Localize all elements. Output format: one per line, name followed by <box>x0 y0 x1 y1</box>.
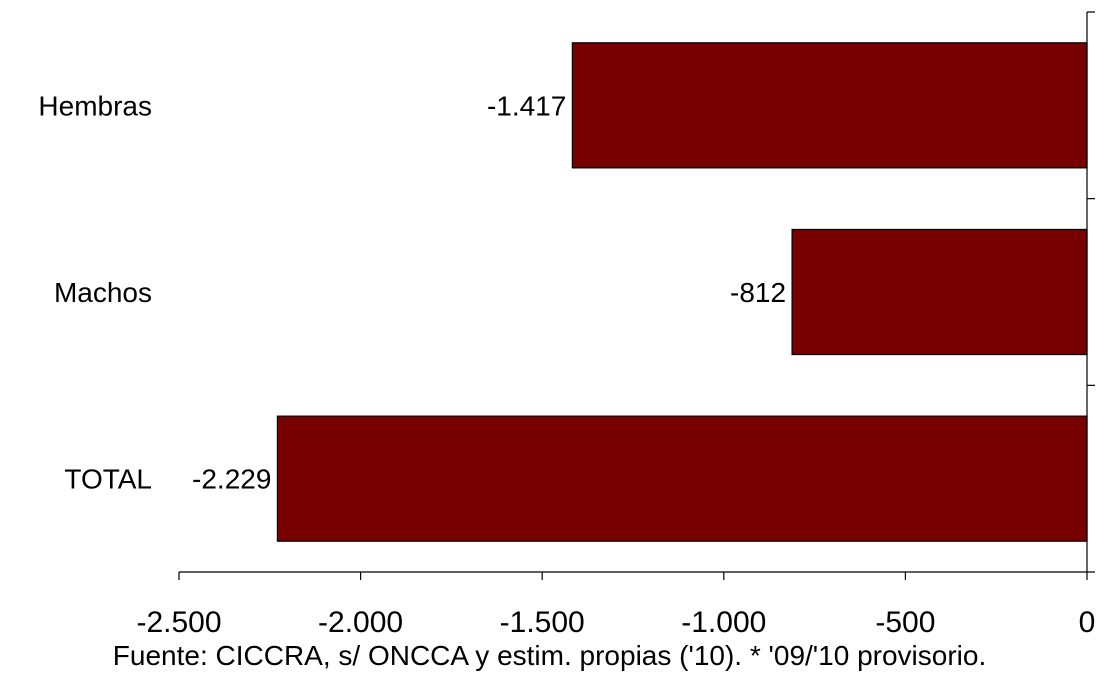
x-tick-label: -1.000 <box>681 606 766 639</box>
source-footnote: Fuente: CICCRA, s/ ONCCA y estim. propia… <box>112 640 987 671</box>
data-label-hembras: -1.417 <box>487 90 566 121</box>
bar-machos <box>791 228 1088 356</box>
bar-hembras <box>571 42 1088 169</box>
data-label-machos: -812 <box>730 277 786 308</box>
data-label-total: -2.229 <box>192 464 271 495</box>
x-tick-label: -2.500 <box>136 606 221 639</box>
category-label-total: TOTAL <box>64 464 152 495</box>
labels-group: -1.417 Hembras -812 Machos -2.229 TOTAL <box>38 90 786 494</box>
axes-group: -2.500 -2.000 -1.500 -1.000 -500 0 <box>136 11 1096 639</box>
bar-total <box>276 415 1088 542</box>
x-tick-label: -1.500 <box>500 606 585 639</box>
category-label-machos: Machos <box>54 277 152 308</box>
x-tick-label: -2.000 <box>318 606 403 639</box>
x-tick-label: 0 <box>1079 606 1096 639</box>
category-label-hembras: Hembras <box>38 90 152 121</box>
x-tick-label: -500 <box>875 606 935 639</box>
bars-group <box>276 42 1088 542</box>
